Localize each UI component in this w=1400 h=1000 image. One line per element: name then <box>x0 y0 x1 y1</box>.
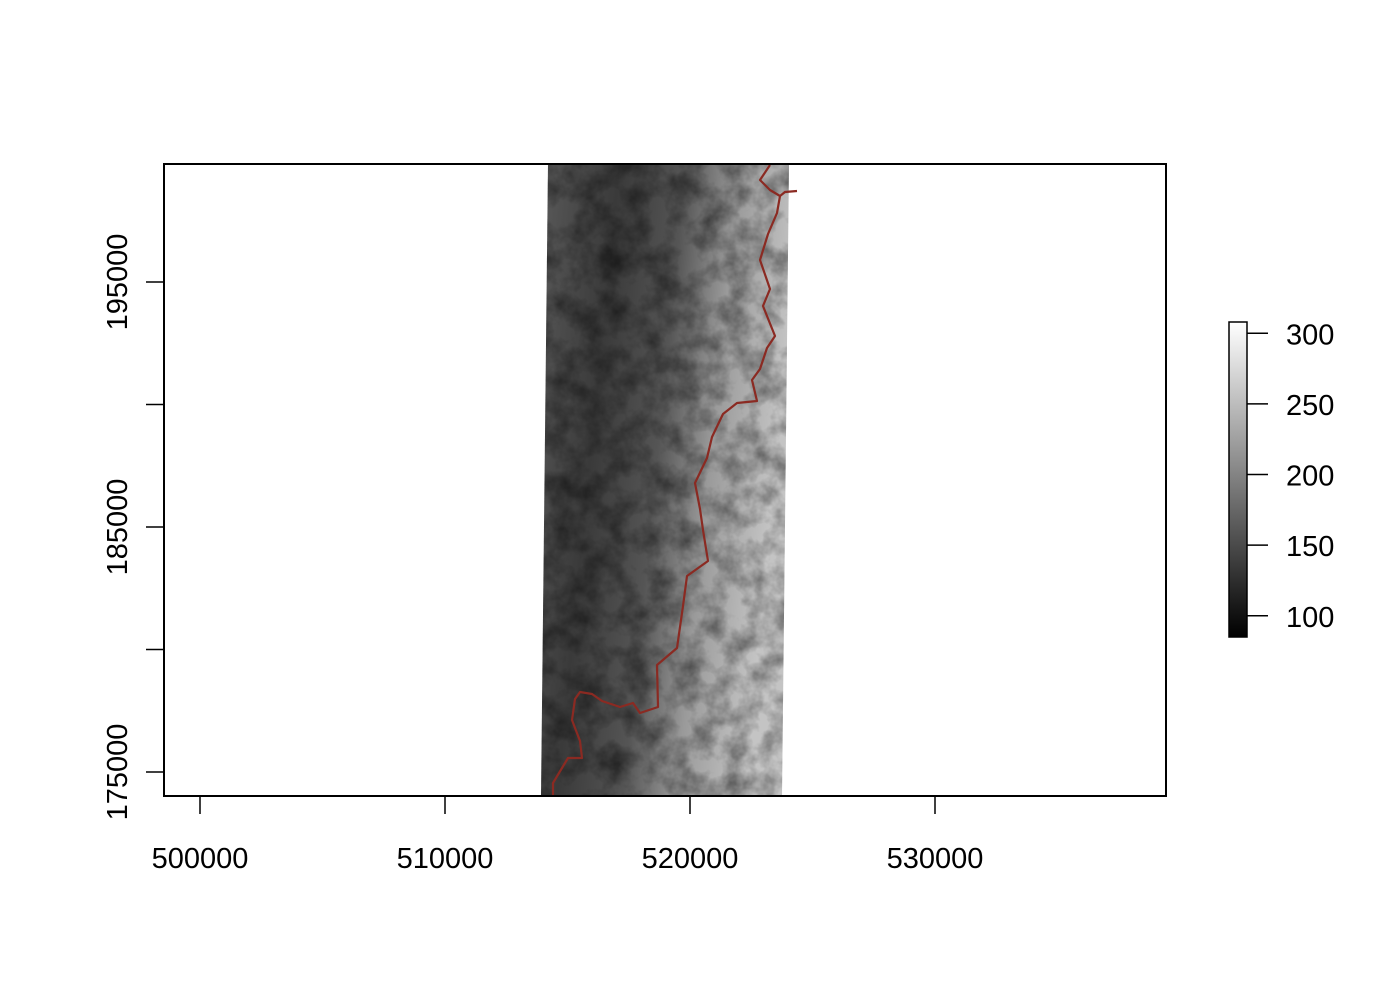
x-tick-label: 530000 <box>887 843 984 875</box>
plot-frame <box>163 163 1167 797</box>
legend-colorbar <box>1228 321 1248 638</box>
legend-tick-label: 200 <box>1286 461 1334 493</box>
x-tick-label: 510000 <box>397 843 494 875</box>
y-tick-label: 195000 <box>102 234 134 331</box>
elevation-raster <box>541 164 789 796</box>
legend-tick-label: 250 <box>1286 390 1334 422</box>
legend-tick-label: 150 <box>1286 531 1334 563</box>
y-tick-label: 175000 <box>102 724 134 821</box>
y-axis: 175000 185000 195000 <box>102 234 164 821</box>
color-legend: 100 150 200 250 300 <box>1228 319 1334 638</box>
x-tick-label: 520000 <box>642 843 739 875</box>
x-axis: 500000 510000 520000 530000 <box>152 796 984 875</box>
river-branch-line <box>779 189 798 197</box>
legend-tick-label: 300 <box>1286 319 1334 351</box>
x-tick-label: 500000 <box>152 843 249 875</box>
river-line <box>551 164 782 796</box>
legend-tick-label: 100 <box>1286 602 1334 634</box>
y-tick-label: 185000 <box>102 479 134 576</box>
